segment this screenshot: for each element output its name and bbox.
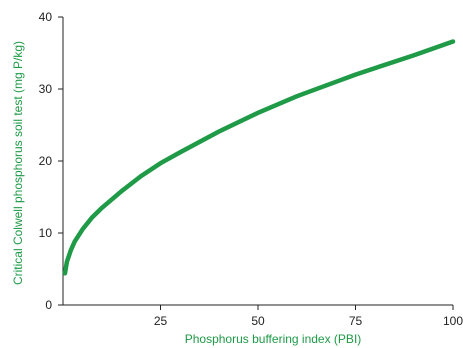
y-tick-label: 10 [39, 226, 53, 240]
x-axis-title: Phosphorus buffering index (PBI) [185, 332, 362, 346]
x-tick-label: 100 [443, 314, 463, 328]
series-line [62, 39, 456, 276]
y-tick-label: 30 [39, 82, 53, 96]
x-tick-label: 25 [154, 314, 168, 328]
x-tick-label: 75 [349, 314, 363, 328]
y-axis-title: Critical Colwell phosphorus soil test (m… [11, 41, 25, 285]
y-tick-label: 40 [39, 10, 53, 24]
y-tick-label: 20 [39, 154, 53, 168]
x-tick-label: 50 [251, 314, 265, 328]
y-tick-label: 0 [45, 298, 52, 312]
axis-ticks: 0 10 20 30 40 25 50 75 100 [39, 10, 463, 328]
